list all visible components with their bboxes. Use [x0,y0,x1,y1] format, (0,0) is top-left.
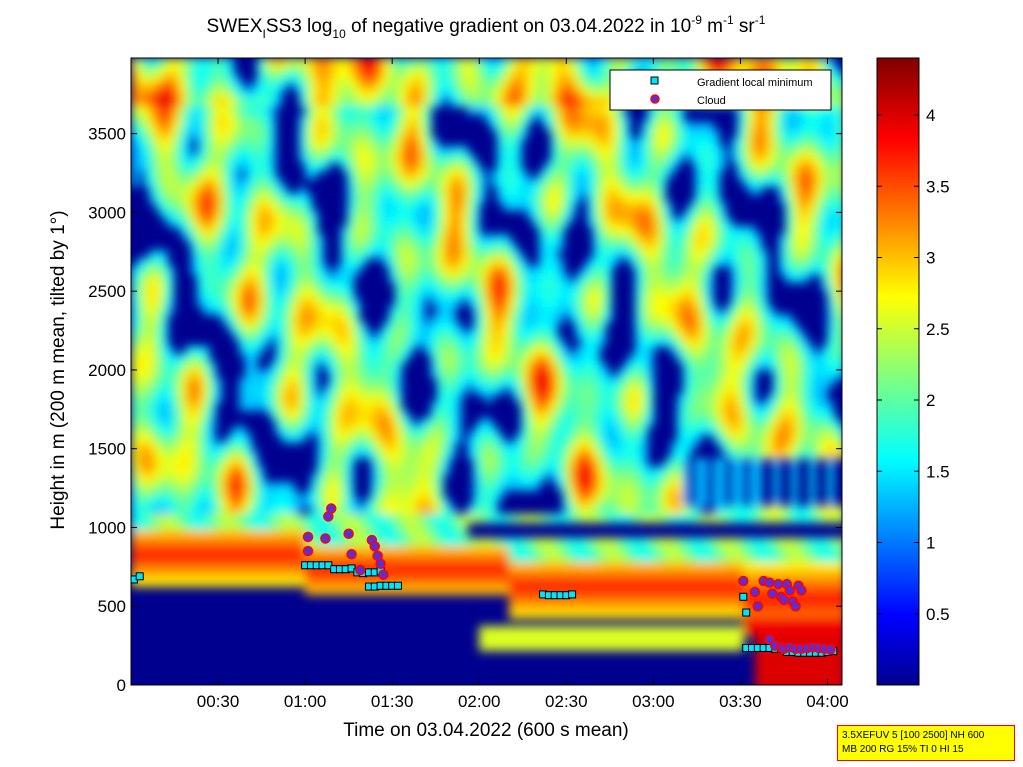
x-axis: 00:30 01:00 01:30 02:00 02:30 03:00 03:30 04:00 [197,58,849,711]
cloud-point-11 [375,558,386,569]
cloud-point-23 [784,585,796,596]
y-tick-label-7: 3500 [88,125,126,144]
cloud-point-27 [796,585,807,596]
cloud-point-6 [346,548,357,560]
cloud-point-14 [749,586,761,598]
cloud-point-15 [752,600,764,612]
cloud-point-1 [302,545,314,557]
colorbar-tick-label-5: 3 [926,249,935,268]
gradient-minimum-point-27 [568,590,577,599]
colorbar-tick-label-4: 2.5 [926,320,950,339]
y-tick-label-2: 1000 [88,518,126,537]
info-line-2: MB 200 RG 15% TI 0 HI 15 [842,744,964,755]
y-tick-label-4: 2000 [88,361,126,380]
y-axis-label: Height in m (200 m mean, tilted by 1°) [48,210,69,529]
cloud-point-17 [764,577,775,588]
colorbar-tick-label-6: 3.5 [926,177,950,196]
y-axis: 0 500 1000 1500 2000 2500 3000 3500 [88,125,842,695]
legend: Gradient local minimum Cloud [609,69,832,111]
cloud-point-7 [355,564,366,576]
cloud-point-25 [790,600,801,612]
x-tick-label-3: 02:00 [458,692,501,711]
cloud-point-28 [764,634,775,645]
gradient-minimum-point-21 [393,581,402,590]
x-tick-label-7: 04:00 [806,692,849,711]
colorbar: 0.5 1 1.5 2 2.5 3 3.5 4 [876,57,950,686]
plot-frame [130,57,843,686]
cloud-point-18 [767,588,778,599]
y-tick-label-3: 1500 [88,440,126,459]
chart-title: SWEXISS3 log10 of negative gradient on 0… [207,13,766,41]
cloud-point-19 [772,578,784,590]
gradient-minimum-point-28 [739,592,748,601]
colorbar-tick-label-1: 1 [926,534,935,553]
heatmap-plot-area [131,58,842,685]
cloud-point-13 [738,575,749,587]
info-line-1: 3.5XEFUV 5 [100 2500] NH 600 [842,730,985,741]
marker-layer [131,503,838,657]
gradient-minimum-point-1 [135,572,144,581]
x-tick-label-4: 02:30 [545,692,588,711]
cloud-point-4 [320,533,331,544]
colorbar-tick-label-2: 1.5 [926,462,950,481]
legend-label-gradient-minimum: Gradient local minimum [697,77,813,89]
legend-label-cloud: Cloud [697,95,726,107]
cloud-point-21 [778,594,790,606]
legend-marker-gradient-minimum [650,76,659,85]
cloud-point-0 [302,531,314,543]
legend-marker-cloud [650,94,660,104]
x-tick-label-2: 01:30 [371,692,414,711]
x-tick-label-0: 00:30 [197,692,240,711]
cloud-point-12 [378,569,389,580]
x-tick-label-5: 03:00 [632,692,675,711]
x-tick-label-6: 03:30 [719,692,762,711]
y-tick-label-0: 0 [117,676,126,695]
y-tick-label-5: 2500 [88,282,126,301]
y-tick-label-1: 500 [98,597,126,616]
cloud-point-39 [825,644,836,655]
settings-info-box: 3.5XEFUV 5 [100 2500] NH 600 MB 200 RG 1… [837,725,1015,761]
y-tick-label-6: 3000 [88,203,126,222]
gradient-minimum-point-29 [742,608,751,617]
colorbar-tick-label-3: 2 [926,391,935,410]
x-axis-label: Time on 03.04.2022 (600 s mean) [343,720,629,741]
cloud-point-9 [369,541,381,552]
colorbar-tick-label-0: 0.5 [926,605,950,624]
cloud-point-3 [325,503,337,514]
x-tick-label-1: 01:00 [284,692,327,711]
cloud-point-5 [343,528,354,540]
colorbar-tick-label-7: 4 [926,106,935,125]
